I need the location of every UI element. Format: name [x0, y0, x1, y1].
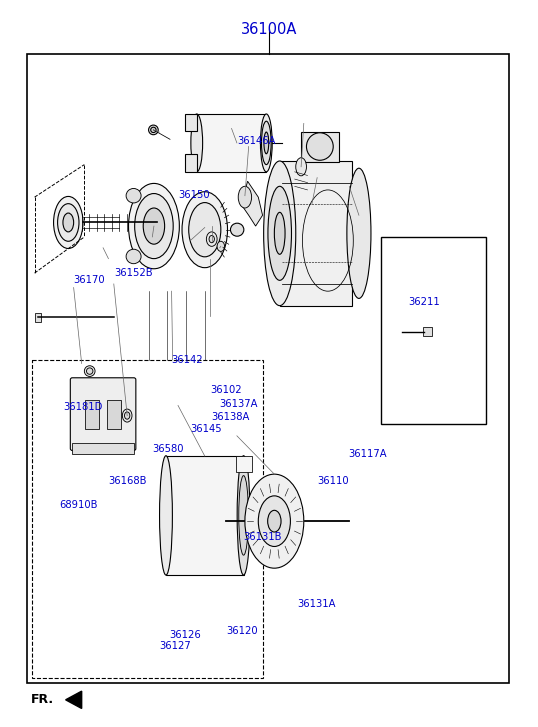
Circle shape — [84, 366, 95, 377]
Ellipse shape — [124, 412, 130, 419]
Ellipse shape — [245, 474, 304, 569]
Ellipse shape — [264, 132, 269, 153]
Circle shape — [148, 125, 158, 134]
Ellipse shape — [268, 510, 281, 532]
Circle shape — [87, 368, 93, 374]
Bar — [236, 456, 252, 472]
Text: 36145: 36145 — [190, 424, 222, 433]
Ellipse shape — [160, 456, 172, 575]
Ellipse shape — [133, 208, 148, 237]
Polygon shape — [66, 691, 82, 709]
Text: 36102: 36102 — [210, 385, 242, 395]
Ellipse shape — [347, 168, 371, 298]
Text: 36127: 36127 — [159, 640, 191, 651]
Text: 36168B: 36168B — [109, 475, 147, 486]
Text: 36152B: 36152B — [114, 268, 152, 278]
Text: 36131B: 36131B — [243, 532, 282, 542]
Ellipse shape — [143, 208, 165, 244]
Ellipse shape — [63, 213, 74, 232]
Text: 36580: 36580 — [152, 444, 184, 454]
Bar — [86, 400, 100, 429]
Text: 36170: 36170 — [74, 276, 105, 285]
Text: 36117A: 36117A — [348, 449, 387, 459]
Ellipse shape — [126, 188, 141, 203]
Bar — [107, 400, 121, 429]
Ellipse shape — [54, 196, 83, 249]
Ellipse shape — [237, 456, 250, 575]
Ellipse shape — [207, 232, 217, 246]
Text: 36120: 36120 — [226, 626, 258, 636]
Ellipse shape — [189, 203, 221, 257]
Ellipse shape — [296, 158, 307, 176]
FancyBboxPatch shape — [70, 378, 136, 451]
Text: 36126: 36126 — [169, 630, 201, 640]
Bar — [166, 456, 244, 575]
Ellipse shape — [58, 204, 79, 241]
Ellipse shape — [238, 186, 252, 208]
Bar — [423, 327, 431, 336]
Bar — [185, 114, 197, 132]
Text: FR.: FR. — [31, 694, 54, 707]
Ellipse shape — [182, 192, 228, 268]
Text: 36131A: 36131A — [298, 598, 336, 608]
Bar — [381, 237, 486, 424]
Bar — [32, 360, 263, 678]
Text: 36137A: 36137A — [220, 399, 258, 409]
Text: 36110: 36110 — [317, 476, 349, 486]
Polygon shape — [241, 181, 263, 226]
Ellipse shape — [268, 186, 292, 281]
Ellipse shape — [191, 114, 203, 172]
Ellipse shape — [239, 475, 249, 555]
Ellipse shape — [136, 213, 145, 232]
Ellipse shape — [264, 161, 296, 305]
Text: 36146A: 36146A — [237, 137, 275, 146]
Text: 36142: 36142 — [172, 355, 203, 365]
Bar — [27, 54, 509, 683]
Text: 36211: 36211 — [408, 297, 440, 307]
Ellipse shape — [230, 223, 244, 236]
Ellipse shape — [217, 241, 224, 252]
Ellipse shape — [274, 212, 285, 254]
Bar — [34, 313, 41, 321]
Text: 36100A: 36100A — [241, 22, 297, 37]
Text: 36181D: 36181D — [63, 402, 102, 412]
Ellipse shape — [126, 249, 141, 264]
Ellipse shape — [258, 496, 291, 547]
Ellipse shape — [129, 183, 179, 269]
Bar — [280, 161, 352, 305]
Ellipse shape — [122, 409, 132, 422]
Bar — [197, 114, 266, 172]
Bar — [72, 443, 134, 454]
Text: 68910B: 68910B — [59, 499, 98, 510]
Text: 36150: 36150 — [178, 190, 210, 200]
Circle shape — [151, 127, 156, 132]
Ellipse shape — [260, 114, 272, 172]
Ellipse shape — [134, 193, 173, 259]
Ellipse shape — [261, 121, 271, 164]
Bar — [301, 132, 338, 162]
Ellipse shape — [209, 236, 215, 243]
Ellipse shape — [307, 133, 333, 160]
Bar — [185, 154, 197, 172]
Text: 36138A: 36138A — [212, 412, 250, 422]
